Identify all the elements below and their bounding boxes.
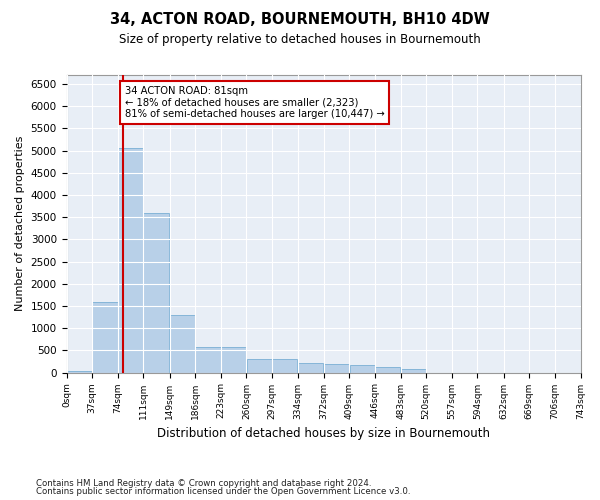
Y-axis label: Number of detached properties: Number of detached properties: [15, 136, 25, 312]
Bar: [324, 364, 349, 372]
Bar: [401, 369, 426, 372]
Bar: [298, 362, 323, 372]
Bar: [92, 302, 118, 372]
Bar: [170, 315, 195, 372]
Text: 34 ACTON ROAD: 81sqm
← 18% of detached houses are smaller (2,323)
81% of semi-de: 34 ACTON ROAD: 81sqm ← 18% of detached h…: [125, 86, 385, 120]
Text: Contains HM Land Registry data © Crown copyright and database right 2024.: Contains HM Land Registry data © Crown c…: [36, 478, 371, 488]
Bar: [247, 359, 272, 372]
Bar: [143, 212, 169, 372]
Text: Contains public sector information licensed under the Open Government Licence v3: Contains public sector information licen…: [36, 487, 410, 496]
Bar: [272, 360, 298, 372]
Bar: [375, 368, 400, 372]
Bar: [196, 347, 221, 372]
X-axis label: Distribution of detached houses by size in Bournemouth: Distribution of detached houses by size …: [157, 427, 490, 440]
Text: 34, ACTON ROAD, BOURNEMOUTH, BH10 4DW: 34, ACTON ROAD, BOURNEMOUTH, BH10 4DW: [110, 12, 490, 28]
Text: Size of property relative to detached houses in Bournemouth: Size of property relative to detached ho…: [119, 32, 481, 46]
Bar: [67, 370, 92, 372]
Bar: [118, 148, 143, 372]
Bar: [350, 365, 375, 372]
Bar: [221, 348, 246, 372]
